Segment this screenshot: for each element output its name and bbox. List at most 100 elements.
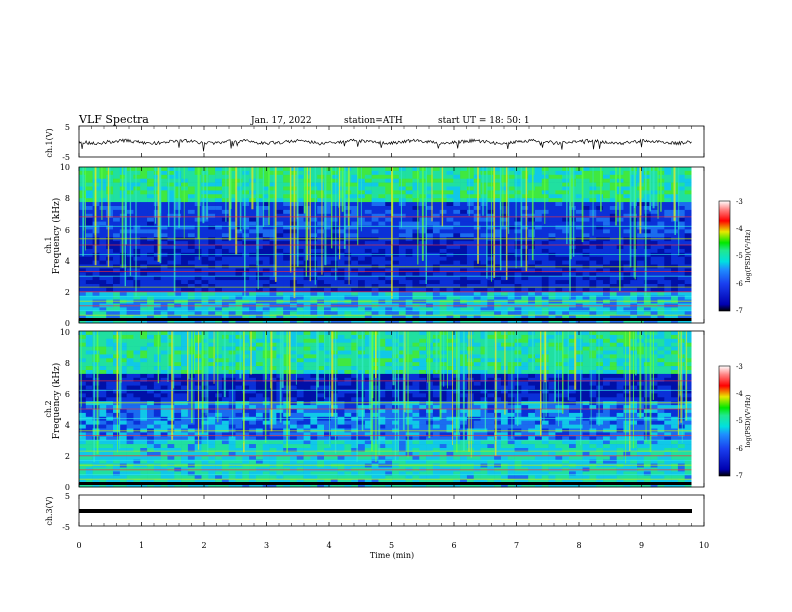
spectrogram-cell: [242, 338, 250, 343]
spectrogram-cell: [303, 284, 311, 289]
spectrogram-cell: [221, 256, 230, 261]
spectrogram-cell: [650, 213, 658, 218]
sferic-streak: [571, 167, 573, 208]
spectrogram-cell: [487, 209, 495, 215]
spectrogram-cell: [344, 272, 352, 277]
spectrogram-cell: [671, 260, 679, 265]
spectrogram-cell: [181, 182, 189, 187]
spectrogram-cell: [147, 217, 155, 222]
spectrogram-cell: [310, 217, 318, 222]
spectrogram-cell: [235, 334, 243, 340]
spectrogram-cell: [439, 319, 447, 324]
spectrogram-cell: [289, 295, 298, 300]
spectrogram-cell: [317, 252, 325, 257]
spectrogram-cell: [541, 252, 549, 257]
spectrogram-cell: [534, 241, 543, 246]
spectrogram-cell: [569, 338, 577, 343]
spectrogram-cell: [575, 315, 583, 320]
spectrogram-cell: [242, 346, 250, 351]
spectrogram-cell: [582, 342, 590, 347]
spectrogram-cell: [85, 287, 93, 293]
spectrogram-cell: [378, 170, 386, 176]
spectrogram-cell: [317, 280, 325, 285]
spectrogram-cell: [419, 284, 427, 289]
sferic-streak: [566, 167, 568, 245]
spectrogram-cell: [487, 245, 495, 250]
spectrogram-cell: [555, 311, 563, 316]
spectrogram-cell: [507, 268, 515, 273]
spectrogram-cell: [147, 248, 155, 254]
spectrogram-cell: [494, 260, 502, 265]
spectrogram-cell: [494, 284, 502, 289]
spectrogram-cell: [371, 206, 379, 211]
spectrogram-cell: [201, 311, 209, 316]
sferic-streak: [309, 167, 311, 282]
spectrogram-cell: [317, 178, 325, 183]
spectrogram-cell: [221, 295, 230, 300]
spectrogram-cell: [500, 229, 509, 234]
spectrogram-cell: [201, 350, 209, 355]
spectrogram-cell: [657, 280, 665, 285]
spectrogram-cell: [555, 217, 563, 222]
spectrogram-cell: [589, 358, 597, 363]
spectrogram-cell: [99, 358, 107, 363]
spectrogram-cell: [534, 233, 543, 238]
spectrogram-cell: [187, 319, 195, 324]
spectrogram-cell: [119, 268, 127, 273]
spectrogram-cell: [637, 276, 645, 281]
spectrogram-cell: [181, 287, 189, 293]
spectrogram-cell: [153, 209, 161, 215]
sferic-streak: [154, 167, 157, 224]
spectrogram-cell: [473, 299, 481, 304]
spectrogram-cell: [208, 170, 216, 176]
spectrogram-cell: [650, 350, 658, 355]
spectrogram-cell: [351, 213, 359, 218]
spectrogram-cell: [221, 315, 230, 320]
spectrogram-cell: [569, 206, 577, 211]
spectrogram-cell: [289, 350, 298, 355]
spectrogram-cell: [181, 338, 189, 343]
spectrogram-cell: [671, 354, 679, 359]
spectrogram-cell: [283, 190, 291, 195]
spectrogram-cell: [317, 268, 325, 273]
spectrogram-cell: [507, 167, 515, 172]
spectrogram-cell: [106, 225, 114, 230]
spectrogram-cell: [296, 167, 304, 172]
spectrogram-cell: [174, 366, 182, 371]
spectrogram-cell: [534, 186, 543, 191]
spectrogram-cell: [664, 241, 672, 246]
spectrogram-cell: [99, 170, 107, 176]
spectrogram-cell: [153, 276, 161, 281]
spectrogram-cell: [296, 245, 304, 250]
spectrogram-cell: [555, 260, 563, 265]
spectrogram-cell: [235, 194, 243, 199]
spectrogram-cell: [555, 307, 563, 312]
spectrogram-cell: [466, 272, 475, 277]
spectrogram-cell: [596, 346, 604, 351]
spectrogram-cell: [167, 229, 175, 234]
spectrogram-cell: [249, 221, 257, 226]
spectrogram-cell: [569, 307, 577, 312]
spectrogram-cell: [181, 342, 189, 347]
spectrogram-cell: [344, 295, 352, 300]
spectrogram-cell: [507, 178, 515, 183]
spectrogram-cell: [255, 315, 264, 320]
spectrogram-cell: [521, 202, 529, 207]
spectrogram-cell: [289, 178, 298, 183]
spectrogram-cell: [344, 350, 352, 355]
spectrogram-cell: [364, 268, 372, 273]
spectrogram-cell: [324, 366, 332, 371]
spectrogram-cell: [106, 381, 114, 386]
spectrogram-cell: [262, 225, 270, 230]
spectrogram-cell: [351, 366, 359, 371]
ch1-cb-tick-neg5: -5: [736, 252, 743, 260]
spectrogram-cell: [446, 362, 454, 367]
spectrogram-cell: [575, 362, 583, 367]
spectrogram-cell: [153, 354, 161, 359]
spectrogram-cell: [85, 319, 93, 324]
spectrogram-cell: [344, 248, 352, 254]
spectrogram-cell: [541, 170, 549, 176]
spectrogram-cell: [589, 366, 597, 371]
spectrogram-cell: [589, 370, 597, 375]
spectrogram-cell: [106, 221, 114, 226]
